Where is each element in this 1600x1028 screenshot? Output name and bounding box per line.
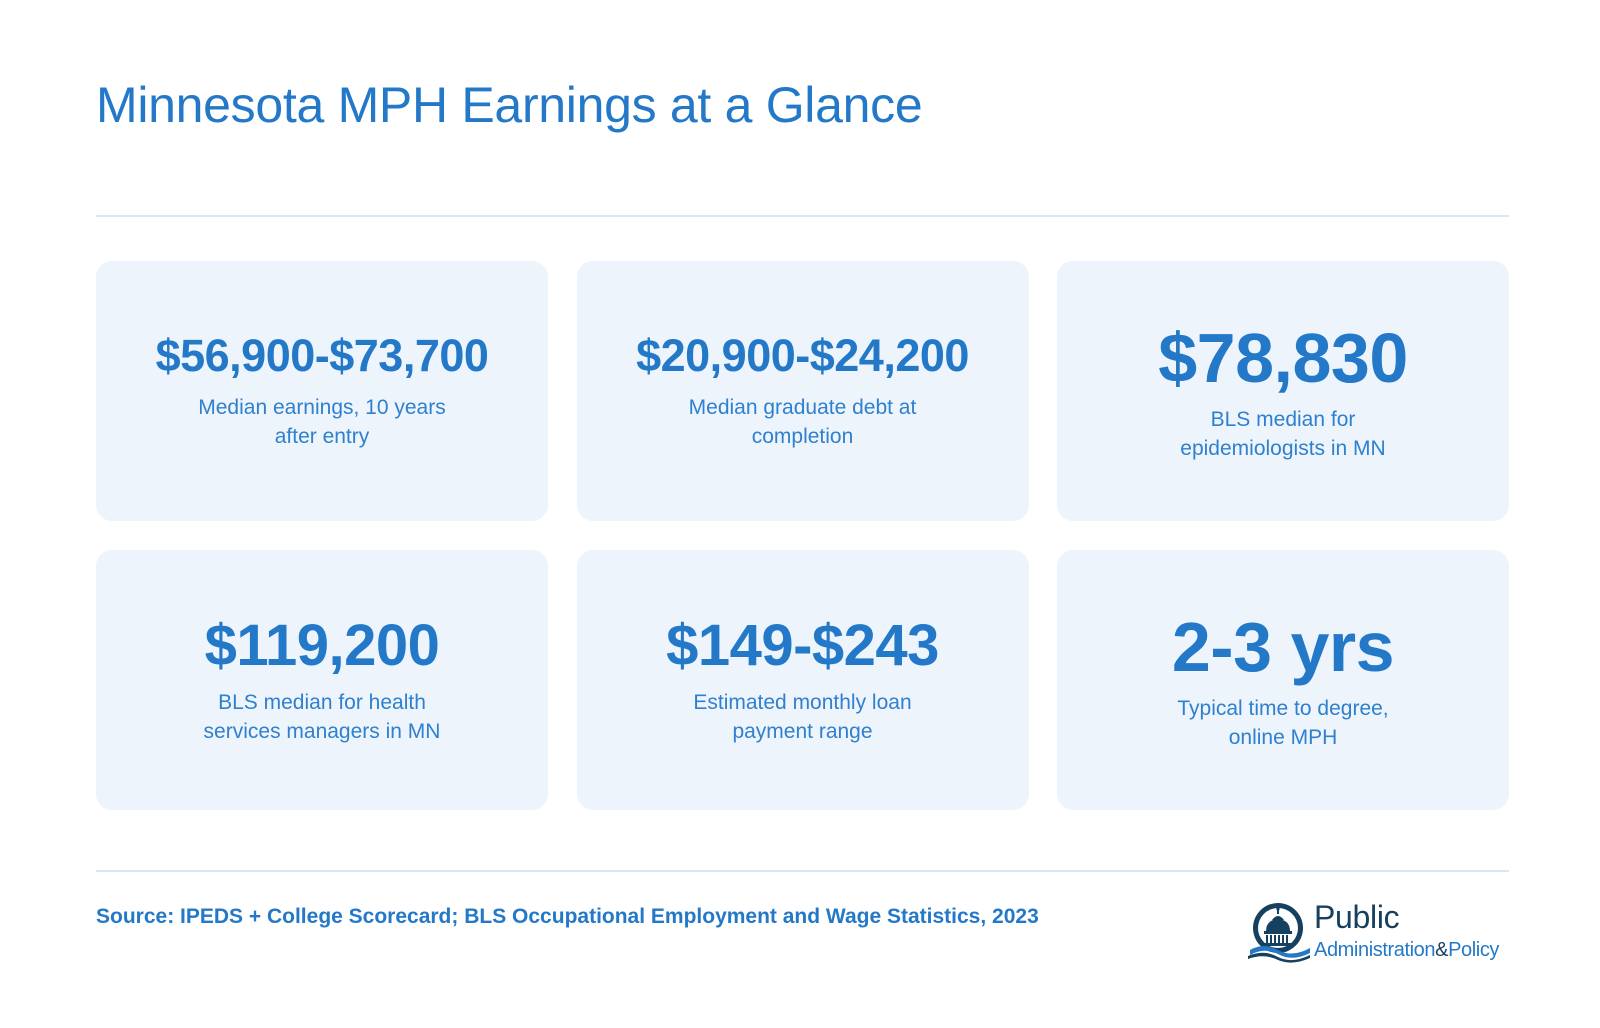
stat-value: $149-$243 — [666, 613, 939, 679]
top-divider — [96, 215, 1509, 217]
stat-label: BLS median for epidemiologists in MN — [1180, 407, 1386, 460]
logo-word-administration: Administration — [1314, 939, 1436, 961]
stats-grid: $56,900-$73,700 Median earnings, 10 year… — [96, 261, 1509, 810]
stat-label: BLS median for health services managers … — [203, 690, 441, 743]
publisher-logo: Public Administration&Policy — [1248, 898, 1510, 964]
stat-card-loan-payment: $149-$243 Estimated monthly loan payment… — [576, 550, 1029, 810]
stat-label: Estimated monthly loan payment range — [693, 690, 912, 743]
logo-word-administration-policy: Administration&Policy — [1314, 939, 1499, 962]
stat-label: Typical time to degree, online MPH — [1177, 696, 1389, 749]
stat-card-median-earnings: $56,900-$73,700 Median earnings, 10 year… — [96, 261, 548, 521]
stat-value: 2-3 yrs — [1171, 607, 1395, 686]
logo-word-public: Public — [1314, 899, 1400, 935]
logo-ampersand: & — [1435, 939, 1449, 961]
stat-label: Median earnings, 10 years after entry — [198, 395, 446, 448]
logo-word-policy: Policy — [1448, 939, 1500, 961]
stat-card-time-to-degree: 2-3 yrs Typical time to degree, online M… — [1057, 550, 1509, 810]
bottom-divider — [96, 870, 1509, 872]
source-note: Source: IPEDS + College Scorecard; BLS O… — [96, 905, 1039, 928]
page-title: Minnesota MPH Earnings at a Glance — [96, 77, 923, 133]
stat-value: $56,900-$73,700 — [155, 330, 489, 382]
stat-card-graduate-debt: $20,900-$24,200 Median graduate debt at … — [576, 261, 1029, 521]
stat-value: $78,830 — [1158, 318, 1408, 397]
stat-label: Median graduate debt at completion — [688, 395, 917, 448]
stat-card-health-manager-median: $119,200 BLS median for health services … — [96, 550, 548, 810]
stat-value: $119,200 — [204, 613, 440, 679]
stat-value: $20,900-$24,200 — [636, 330, 969, 382]
capitol-dome-icon — [1248, 903, 1310, 963]
stat-card-epidemiologist-median: $78,830 BLS median for epidemiologists i… — [1057, 261, 1509, 521]
